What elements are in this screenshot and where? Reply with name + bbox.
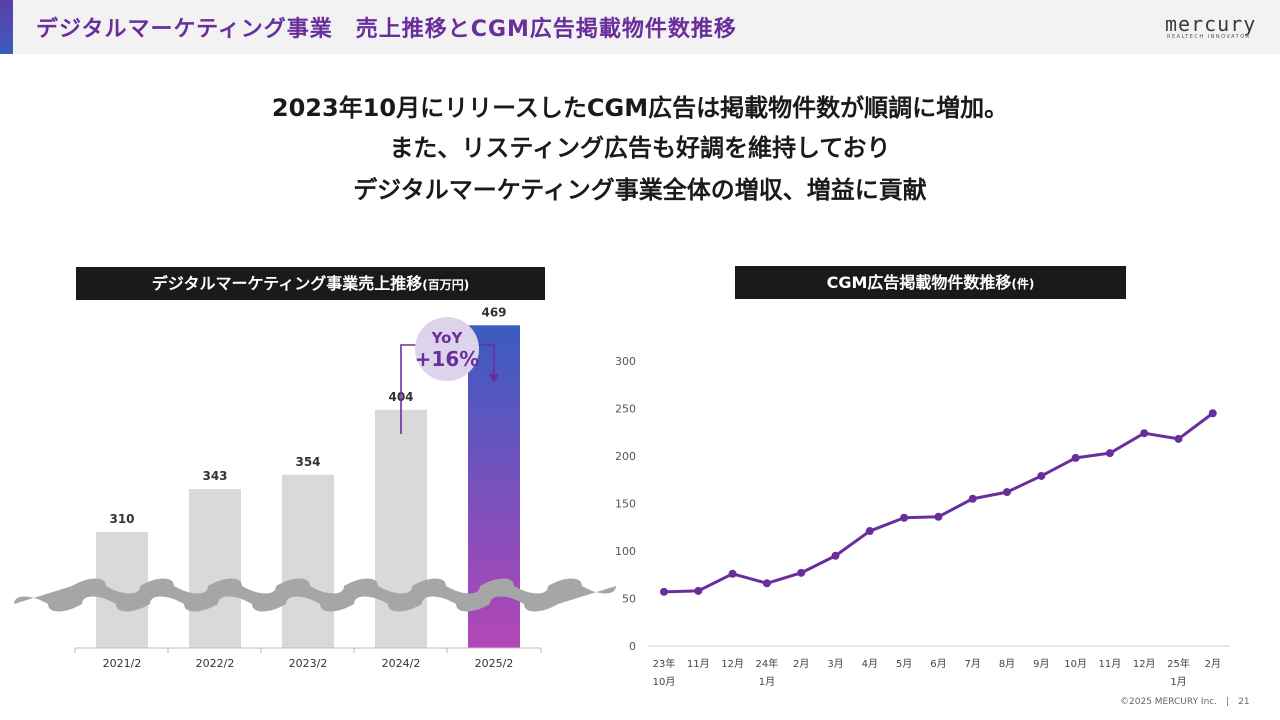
message-line-2: また、リスティング広告も好調を維持しており (389, 134, 891, 162)
x-tick-label: 5月 (896, 658, 912, 670)
footer-copyright: ©2025 MERCURY Inc. | 21 (1120, 697, 1250, 707)
header-accent-stripe (0, 0, 13, 54)
bar-value-label: 310 (109, 512, 134, 526)
x-tick-label: 11月 (1099, 658, 1122, 670)
line-chart-unit: (件) (1011, 277, 1035, 291)
cgm-series-line (663, 412, 1214, 594)
x-tick-label: 3月 (827, 658, 843, 670)
logo-word: mercury (1165, 12, 1257, 36)
x-tick-label: 12月 (1133, 658, 1156, 670)
yoy-arrow-head (489, 374, 499, 383)
bar-chart-title-text: デジタルマーケティング事業売上推移 (151, 274, 423, 293)
bar-value-label: 354 (295, 455, 320, 469)
yoy-callout: YoY +16% (400, 317, 499, 434)
logo-tagline: REALTECH INNOVATOR (1167, 34, 1251, 40)
data-point (865, 527, 874, 536)
yoy-label: YoY (431, 329, 464, 347)
data-point (1140, 429, 1149, 438)
yoy-value: +16% (415, 347, 480, 371)
yoy-arrow-left-line (400, 344, 419, 434)
bar-value-label: 469 (481, 305, 506, 319)
y-tick-label: 100 (615, 545, 636, 558)
data-point (934, 512, 943, 521)
bar-2021/2 (96, 532, 148, 648)
x-tick-label: 10月 (653, 676, 676, 688)
bar-value-label: 343 (202, 469, 227, 483)
data-point (694, 586, 703, 595)
bar-category-label: 2023/2 (289, 657, 328, 670)
line-chart-title: CGM広告掲載物件数推移(件) (735, 266, 1126, 299)
x-tick-label: 4月 (862, 658, 878, 670)
yoy-circle (415, 317, 479, 381)
bar-2023/2 (282, 474, 334, 648)
y-tick-label: 250 (615, 403, 636, 416)
data-point (1003, 488, 1011, 497)
message-line-3: デジタルマーケティング事業全体の増収、増益に貢献 (353, 176, 927, 204)
bar-category-label: 2022/2 (196, 657, 235, 670)
data-point (831, 551, 840, 560)
x-tick-label: 2月 (793, 658, 809, 670)
data-point (968, 494, 977, 503)
x-tick-label: 12月 (721, 658, 744, 670)
x-tick-label: 24年 (756, 657, 779, 670)
x-tick-label: 7月 (965, 658, 981, 670)
x-tick-label: 23年 (653, 657, 676, 670)
mercury-logo: mercury REALTECH INNOVATOR (1165, 12, 1255, 42)
y-tick-label: 200 (615, 450, 636, 463)
message-line-1: 2023年10月にリリースしたCGM広告は掲載物件数が順調に増加。 (271, 94, 1009, 122)
bar-2025/2 (468, 325, 520, 648)
x-tick-label: 25年 (1167, 657, 1190, 670)
x-tick-label: 2月 (1205, 658, 1221, 670)
y-tick-label: 150 (615, 498, 636, 511)
header-bar: デジタルマーケティング事業 売上推移とCGM広告掲載物件数推移 mercury … (0, 0, 1280, 54)
line-chart-title-text: CGM広告掲載物件数推移 (826, 273, 1012, 292)
bar-category-label: 2021/2 (103, 657, 142, 670)
bar-category-label: 2024/2 (382, 657, 421, 670)
axis-break-band (14, 578, 616, 612)
data-point (1174, 434, 1183, 443)
y-tick-label: 0 (629, 640, 636, 653)
y-tick-label: 300 (615, 355, 636, 368)
data-point (1208, 409, 1217, 418)
data-point (762, 579, 771, 588)
bar-chart-unit: (百万円) (422, 278, 470, 292)
data-point (1071, 453, 1080, 462)
data-point (1105, 449, 1114, 458)
data-point (900, 513, 909, 522)
y-tick-label: 50 (622, 593, 636, 606)
x-tick-label: 10月 (1064, 658, 1087, 670)
bar-2022/2 (189, 489, 241, 648)
data-point (797, 568, 806, 577)
x-tick-label: 1月 (1170, 676, 1186, 688)
data-point (660, 587, 668, 596)
bar-category-label: 2025/2 (475, 657, 514, 670)
bar-2024/2 (375, 409, 427, 648)
x-tick-label: 6月 (930, 658, 946, 670)
x-tick-label: 9月 (1033, 658, 1049, 670)
yoy-arrow-right-line (476, 344, 495, 376)
x-tick-label: 11月 (687, 658, 710, 670)
data-point (1037, 471, 1046, 480)
x-tick-label: 8月 (999, 658, 1015, 670)
bar-chart-title: デジタルマーケティング事業売上推移(百万円) (76, 267, 545, 300)
data-point (728, 569, 737, 578)
x-tick-label: 1月 (759, 676, 775, 688)
page-title: デジタルマーケティング事業 売上推移とCGM広告掲載物件数推移 (36, 17, 737, 42)
bar-value-label: 404 (388, 390, 413, 404)
